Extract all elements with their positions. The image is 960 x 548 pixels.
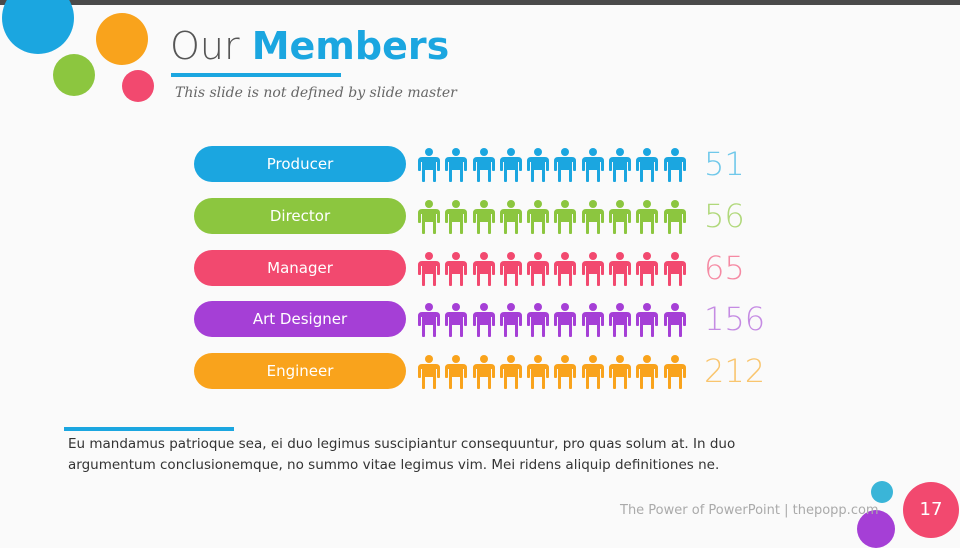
person-icon [663, 355, 686, 389]
person-icon [499, 200, 522, 234]
person-icon [472, 148, 495, 182]
person-icon [418, 148, 440, 182]
person-icon [445, 355, 468, 389]
person-icon [554, 252, 577, 286]
person-icon [581, 252, 604, 286]
person-icon [636, 355, 659, 389]
body-text: Eu mandamus patrioque sea, ei duo legimu… [68, 436, 736, 473]
person-icon [581, 303, 604, 337]
person-icon [663, 148, 686, 182]
member-row: Art Designer 156 [194, 300, 774, 338]
member-count: 212 [704, 352, 766, 390]
person-icon [636, 252, 659, 286]
person-icon [472, 200, 495, 234]
person-icons [418, 148, 686, 182]
person-icon [527, 355, 550, 389]
person-icon [609, 252, 632, 286]
person-icon [527, 303, 550, 337]
title-bold: Members [251, 24, 450, 68]
person-icon [581, 200, 604, 234]
person-icon [609, 303, 632, 337]
person-icon [418, 303, 440, 337]
person-icon [554, 355, 577, 389]
person-icons [418, 200, 686, 234]
body-divider [64, 427, 234, 431]
footer-text: The Power of PowerPoint | thepopp.com [620, 503, 879, 518]
person-icon [636, 200, 659, 234]
person-icon [609, 148, 632, 182]
person-icon [636, 148, 659, 182]
decor-circle-blue [2, 0, 74, 54]
person-icon [445, 252, 468, 286]
member-row: Manager 65 [194, 249, 774, 287]
person-icon [499, 303, 522, 337]
person-icons [418, 252, 686, 286]
person-icon [554, 148, 577, 182]
person-icon [499, 355, 522, 389]
person-icon [581, 355, 604, 389]
subtitle: This slide is not defined by slide maste… [175, 85, 457, 101]
person-icon [554, 200, 577, 234]
person-icon [472, 303, 495, 337]
person-icon [609, 355, 632, 389]
person-icon [499, 252, 522, 286]
person-icon [445, 200, 468, 234]
person-icon [636, 303, 659, 337]
person-icon [663, 303, 686, 337]
person-icon [663, 252, 686, 286]
person-icon [418, 200, 440, 234]
person-icon [418, 355, 440, 389]
member-label-pill: Engineer [194, 353, 406, 389]
person-icon [499, 148, 522, 182]
member-row: Engineer 212 [194, 352, 774, 390]
decor-circle-teal [871, 481, 893, 503]
member-row: Director 56 [194, 197, 774, 235]
member-label-pill: Art Designer [194, 301, 406, 337]
person-icon [581, 148, 604, 182]
member-label-pill: Director [194, 198, 406, 234]
person-icon [418, 252, 440, 286]
person-icon [527, 148, 550, 182]
page-number: 17 [903, 482, 959, 538]
person-icon [609, 200, 632, 234]
decor-circle-orange [96, 13, 148, 65]
person-icons [418, 355, 686, 389]
decor-circle-pink [122, 70, 154, 102]
decor-circle-green [53, 54, 95, 96]
page-title: Our Members [170, 22, 449, 70]
title-underline [171, 73, 341, 77]
top-bar [0, 0, 960, 5]
person-icons [418, 303, 686, 337]
person-icon [527, 252, 550, 286]
person-icon [663, 200, 686, 234]
member-label-pill: Producer [194, 146, 406, 182]
member-count: 65 [704, 249, 745, 287]
member-count: 56 [704, 197, 745, 235]
person-icon [445, 303, 468, 337]
member-count: 51 [704, 145, 745, 183]
title-light: Our [170, 24, 252, 68]
person-icon [554, 303, 577, 337]
person-icon [527, 200, 550, 234]
person-icon [472, 355, 495, 389]
member-row: Producer 51 [194, 145, 774, 183]
person-icon [445, 148, 468, 182]
member-label-pill: Manager [194, 250, 406, 286]
person-icon [472, 252, 495, 286]
member-count: 156 [704, 300, 766, 338]
